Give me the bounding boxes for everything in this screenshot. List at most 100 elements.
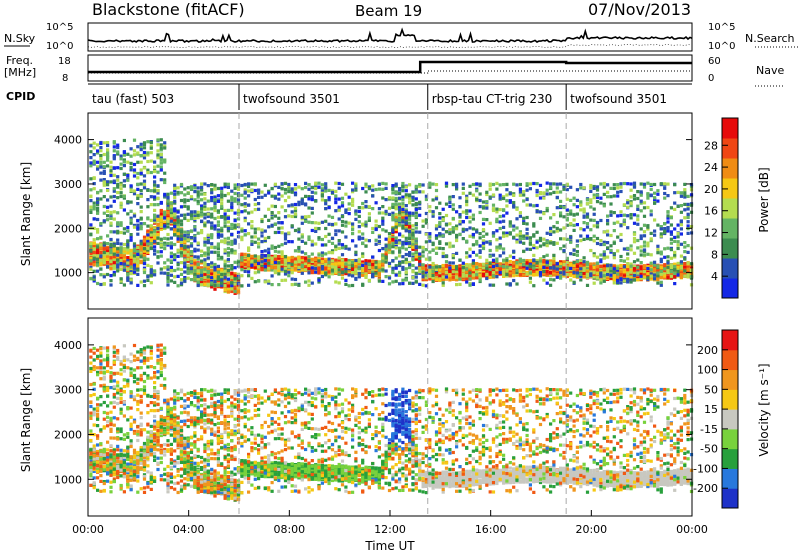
power-cell [193, 239, 197, 243]
power-cell [297, 258, 301, 262]
power-cell [334, 232, 338, 237]
power-cell [112, 230, 116, 234]
power-cell [196, 280, 200, 284]
power-cell [387, 276, 392, 280]
power-cell [156, 189, 160, 193]
power-cell [166, 192, 170, 196]
power-cell [307, 279, 311, 283]
power-cell [297, 283, 301, 287]
power-cell [344, 220, 348, 224]
power-cell [129, 252, 133, 256]
power-cell [139, 227, 143, 231]
power-cell [324, 199, 328, 203]
power-cell [307, 259, 311, 263]
power-cell [112, 249, 116, 253]
power-cell [263, 262, 267, 266]
power-cell [183, 230, 187, 234]
power-cell [142, 156, 147, 160]
power-cell [99, 260, 103, 264]
noise-right-tick-bottom: 10^0 [708, 41, 735, 52]
power-cell [119, 157, 123, 161]
power-cell [263, 236, 267, 240]
power-cell [213, 265, 217, 269]
power-cell [189, 195, 194, 199]
power-cell [96, 261, 100, 265]
power-cell [96, 211, 100, 215]
power-cell [283, 269, 288, 273]
power-cell [324, 186, 328, 190]
power-cell [438, 232, 442, 236]
power-cell [320, 269, 324, 273]
power-cell [344, 265, 348, 270]
power-cell [471, 227, 475, 231]
power-cell [203, 261, 207, 265]
power-cell [418, 190, 422, 194]
power-cell [250, 263, 254, 267]
power-cell [414, 215, 418, 219]
power-cell [156, 138, 160, 142]
power-cell [226, 253, 230, 257]
power-cell [112, 194, 116, 199]
power-cell [384, 275, 388, 279]
power-cell [344, 244, 348, 249]
power-cell [136, 268, 140, 272]
power-cell [377, 224, 381, 229]
power-cell [367, 270, 371, 274]
power-cell [92, 204, 96, 208]
power-cell [411, 245, 415, 249]
power-cell [89, 150, 93, 154]
power-cell [122, 283, 126, 287]
power-cell [112, 145, 116, 149]
power-cell [431, 266, 435, 270]
power-cell [136, 151, 140, 155]
power-cell [92, 217, 96, 221]
power-cell [126, 200, 130, 204]
power-cell [166, 209, 170, 213]
power-cell [106, 205, 110, 209]
power-cell [444, 202, 449, 206]
power-cell [310, 228, 314, 233]
power-cell [421, 275, 425, 279]
power-cell [206, 283, 210, 287]
power-cell [340, 246, 345, 250]
power-cell [253, 231, 257, 235]
power-cell [471, 250, 475, 254]
power-cell [169, 265, 173, 269]
power-cell [468, 271, 472, 275]
power-cell [391, 250, 395, 254]
power-cell [391, 266, 395, 270]
power-cell [230, 267, 234, 271]
power-cell [210, 188, 214, 192]
power-cell [220, 196, 224, 200]
power-cell [471, 182, 475, 187]
power-cell [354, 252, 358, 257]
power-cell [132, 192, 137, 196]
power-cell [337, 208, 341, 212]
power-cell [153, 197, 157, 201]
power-cell [408, 183, 412, 187]
power-cell [354, 212, 358, 216]
power-cell [179, 237, 184, 241]
power-cell [475, 276, 479, 280]
power-cell [320, 194, 324, 198]
power-cell [119, 262, 123, 266]
power-cell [206, 184, 210, 188]
power-cell [146, 151, 150, 155]
power-cell [119, 221, 123, 225]
power-cell [139, 222, 143, 226]
power-cell [260, 250, 264, 254]
power-cell [330, 249, 335, 253]
power-cell [310, 268, 314, 272]
power-cell [290, 277, 294, 281]
power-cell [354, 250, 358, 254]
power-cell [146, 240, 150, 244]
power-cell [314, 242, 318, 246]
power-cell [109, 230, 113, 234]
power-cell [401, 255, 405, 259]
power-cell [210, 250, 214, 254]
power-cell [176, 274, 180, 278]
power-cell [230, 281, 234, 285]
power-cell [149, 265, 153, 269]
power-cell [149, 238, 153, 242]
power-cell [354, 182, 358, 186]
